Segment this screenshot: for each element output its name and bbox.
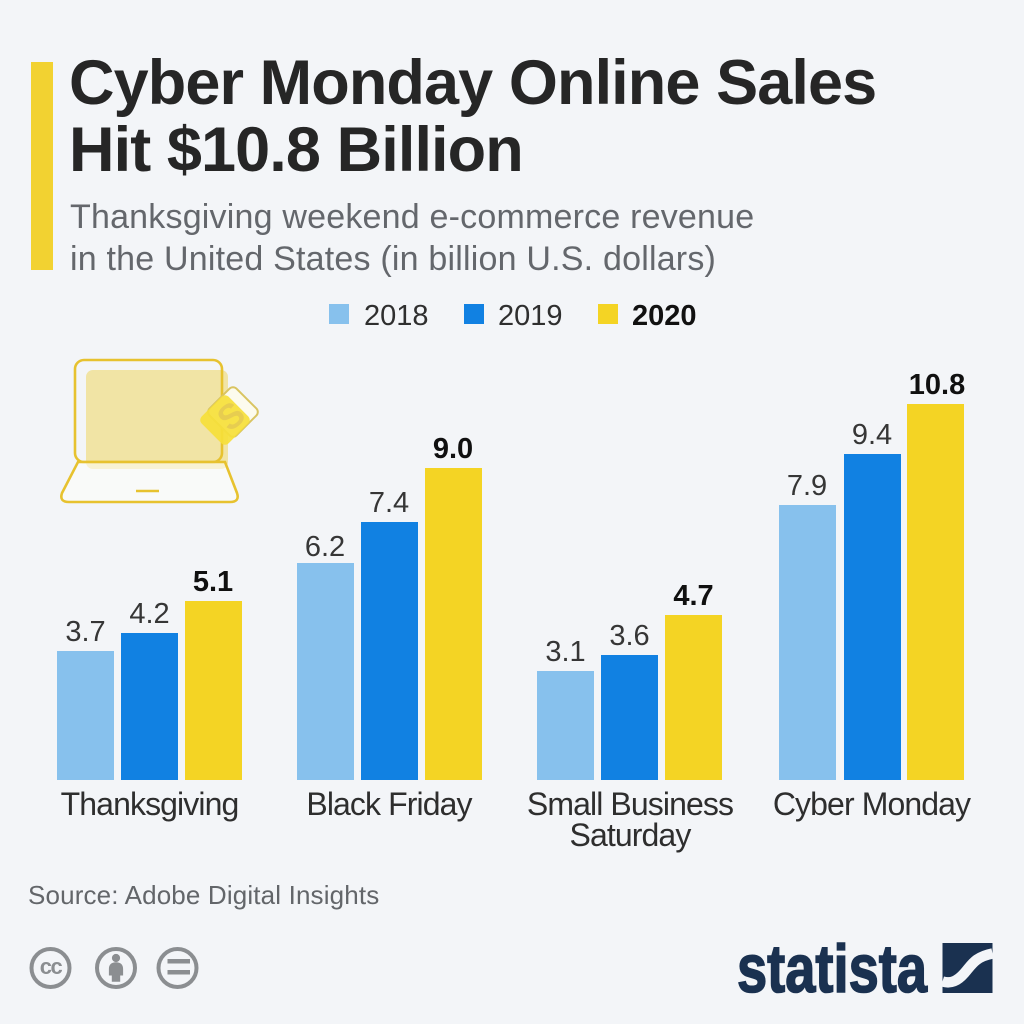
svg-text:statista: statista (737, 931, 928, 1000)
svg-text:cc: cc (40, 954, 63, 979)
